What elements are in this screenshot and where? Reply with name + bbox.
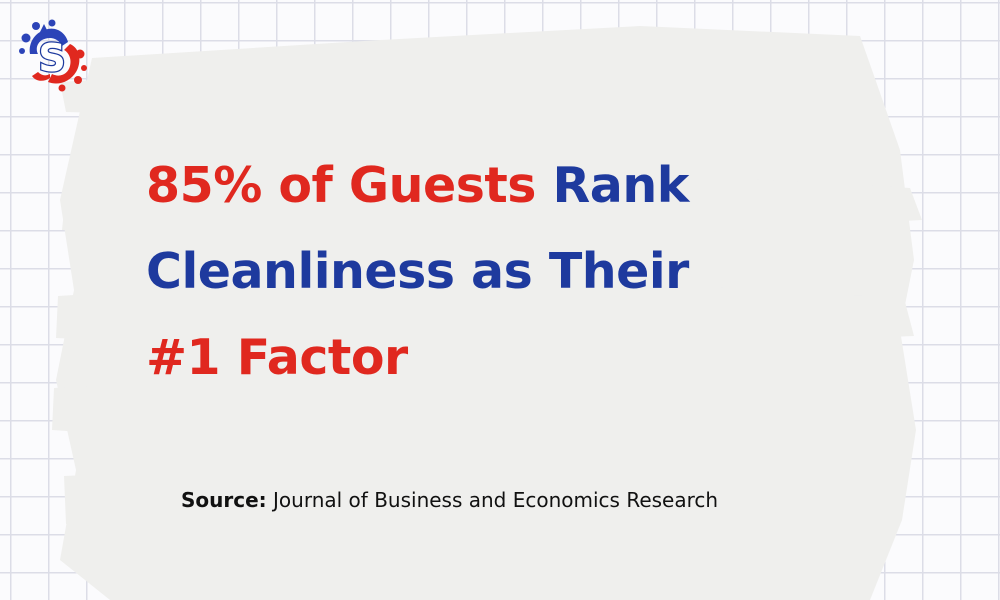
brand-logo-icon: S <box>19 19 87 92</box>
source-label: Source: <box>181 488 267 512</box>
headline-line-2: Cleanliness as Their <box>146 243 689 300</box>
headline-stat: 85% of Guests <box>146 157 536 214</box>
source-citation: Source: Journal of Business and Economic… <box>181 488 718 512</box>
headline-line-1: 85% of Guests Rank <box>146 143 866 229</box>
headline-line1-blue: Rank <box>552 157 690 214</box>
headline-line-3: #1 Factor <box>146 329 408 386</box>
logo-letter: S <box>38 36 65 80</box>
headline: 85% of Guests Rank Cleanliness as Their … <box>146 143 866 401</box>
source-text: Journal of Business and Economics Resear… <box>273 488 719 512</box>
